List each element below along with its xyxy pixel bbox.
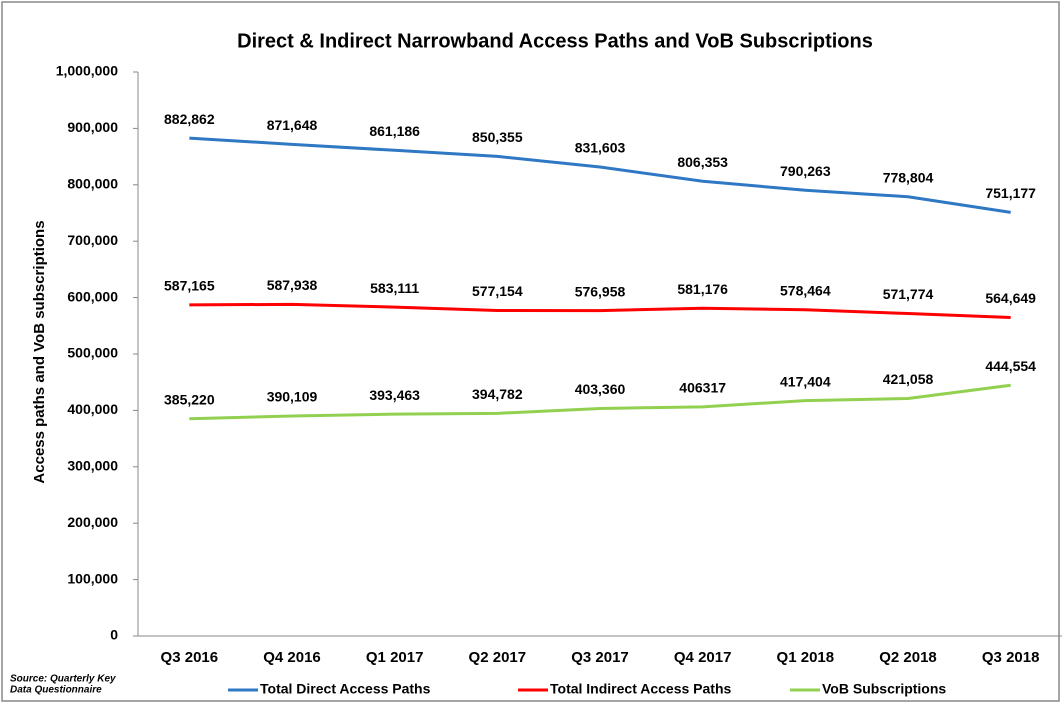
y-tick-label: 1,000,000 <box>56 63 118 79</box>
data-label: 393,463 <box>369 387 420 403</box>
x-tick-label: Q3 2017 <box>571 649 629 666</box>
data-label: 806,353 <box>677 154 728 170</box>
data-label: 790,263 <box>780 163 831 179</box>
source-note: Source: Quarterly Key <box>10 674 116 685</box>
data-label: 576,958 <box>575 283 626 299</box>
y-tick-label: 900,000 <box>67 119 118 135</box>
y-tick-label: 600,000 <box>67 288 118 304</box>
legend-label: Total Direct Access Paths <box>260 681 431 697</box>
x-tick-label: Q1 2017 <box>366 649 424 666</box>
data-label: 581,176 <box>677 281 728 297</box>
y-tick-label: 200,000 <box>67 514 118 530</box>
y-tick-label: 800,000 <box>67 176 118 192</box>
data-label: 831,603 <box>575 140 626 156</box>
series-line <box>189 383 1011 421</box>
x-tick-label: Q2 2017 <box>469 649 527 666</box>
data-label: 394,782 <box>472 386 523 402</box>
legend-label: Total Indirect Access Paths <box>550 681 731 697</box>
legend-label: VoB Subscriptions <box>822 681 946 697</box>
x-tick-label: Q4 2017 <box>674 649 732 666</box>
y-tick-label: 300,000 <box>67 458 118 474</box>
data-label: 587,165 <box>164 278 215 294</box>
y-axis-label: Access paths and VoB subscriptions <box>31 220 48 483</box>
x-tick-label: Q4 2016 <box>263 649 321 666</box>
y-tick-label: 100,000 <box>67 570 118 586</box>
data-label: 390,109 <box>267 389 318 405</box>
data-label: 564,649 <box>985 290 1036 306</box>
y-tick-label: 0 <box>110 627 118 643</box>
data-label: 571,774 <box>883 286 934 302</box>
data-label: 587,938 <box>267 277 318 293</box>
data-label: 444,554 <box>985 358 1036 374</box>
data-label: 578,464 <box>780 282 831 298</box>
data-label: 417,404 <box>780 373 831 389</box>
data-label: 403,360 <box>575 381 626 397</box>
data-label: 583,111 <box>370 280 419 296</box>
data-label: 421,058 <box>883 371 934 387</box>
y-tick-label: 400,000 <box>67 401 118 417</box>
data-label: 406317 <box>679 380 726 396</box>
data-label: 850,355 <box>472 129 523 145</box>
source-note: Data Questionnaire <box>10 685 102 696</box>
data-label: 751,177 <box>985 185 1036 201</box>
x-tick-label: Q1 2018 <box>777 649 835 666</box>
data-label: 882,862 <box>164 111 215 127</box>
data-label: 577,154 <box>472 283 523 299</box>
x-tick-label: Q3 2018 <box>982 649 1040 666</box>
data-label: 778,804 <box>883 169 934 185</box>
y-tick-label: 700,000 <box>67 232 118 248</box>
data-label: 861,186 <box>369 123 420 139</box>
series-line <box>189 302 1011 320</box>
chart-title: Direct & Indirect Narrowband Access Path… <box>237 30 873 52</box>
data-label: 385,220 <box>164 391 215 407</box>
x-tick-label: Q2 2018 <box>879 649 937 666</box>
series-line <box>189 136 1011 214</box>
data-label: 871,648 <box>267 117 318 133</box>
y-tick-label: 500,000 <box>67 345 118 361</box>
x-tick-label: Q3 2016 <box>161 649 219 666</box>
